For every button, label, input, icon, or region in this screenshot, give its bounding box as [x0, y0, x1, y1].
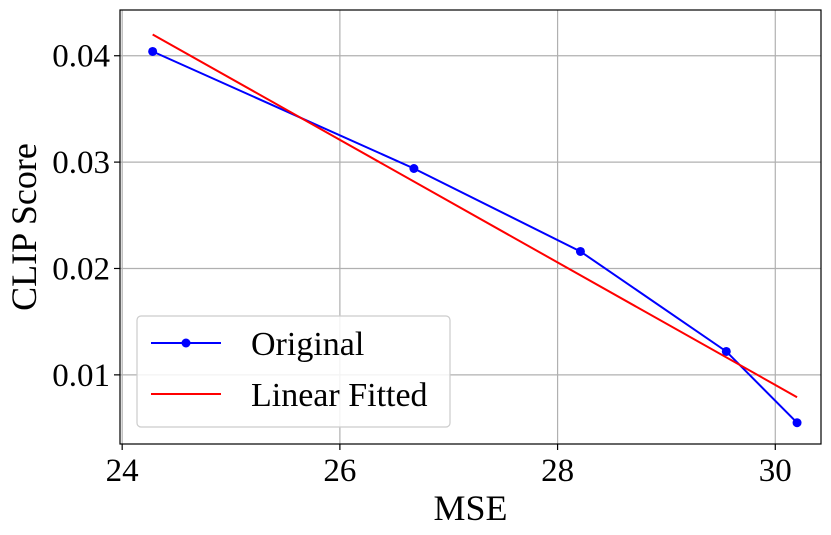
x-tick-label: 30: [759, 453, 792, 489]
x-axis-label: MSE: [433, 488, 507, 528]
x-tick-label: 26: [323, 453, 356, 489]
x-axis-ticks: 24 26 28 30: [106, 444, 792, 489]
legend-label-original: Original: [251, 326, 364, 363]
legend-label-linear-fitted: Linear Fitted: [251, 377, 428, 414]
y-tick-label: 0.02: [52, 251, 110, 287]
y-tick-label: 0.03: [52, 145, 110, 181]
x-tick-label: 28: [541, 453, 574, 489]
data-point: [575, 246, 585, 256]
legend: Original Linear Fitted: [136, 315, 451, 428]
y-axis-label: CLIP Score: [4, 143, 44, 311]
y-tick-label: 0.04: [52, 39, 110, 75]
data-point: [721, 346, 731, 356]
y-axis-ticks: 0.01 0.02 0.03 0.04: [52, 39, 120, 394]
series-layer: [148, 33, 802, 428]
y-tick-label: 0.01: [52, 358, 110, 394]
plot-area-frame: [119, 9, 822, 445]
data-point: [148, 46, 158, 56]
x-tick-label: 24: [106, 453, 139, 489]
data-point: [409, 163, 419, 173]
legend-marker-original: [181, 338, 191, 348]
series-line-linear-fitted: [152, 33, 798, 399]
data-point: [792, 418, 802, 428]
